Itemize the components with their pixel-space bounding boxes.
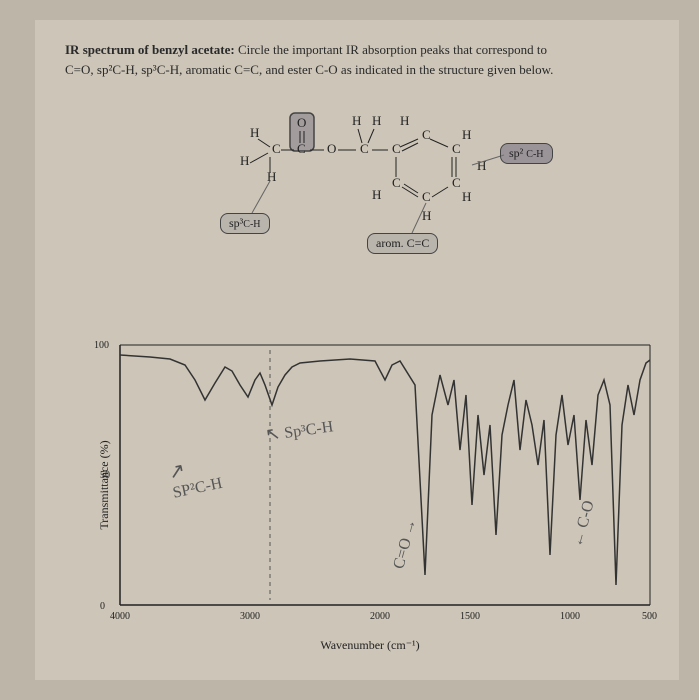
structure-svg: H H C H O C O H H C H C C — [142, 95, 572, 295]
ytick-0: 0 — [100, 601, 105, 612]
svg-text:H: H — [462, 127, 471, 142]
y-axis-label: Transmittance (%) — [97, 440, 112, 529]
sp2-ch-label: sp² C-H — [500, 143, 553, 164]
heading: IR spectrum of benzyl acetate: Circle th… — [65, 40, 649, 79]
svg-text:C: C — [422, 127, 431, 142]
xtick-4000: 4000 — [110, 611, 130, 622]
svg-text:O: O — [327, 141, 336, 156]
ytick-100: 100 — [94, 340, 109, 351]
svg-text:H: H — [400, 113, 409, 128]
svg-text:H: H — [422, 208, 431, 223]
svg-text:C: C — [297, 141, 306, 156]
svg-text:H: H — [462, 189, 471, 204]
ytick-50: 50 — [100, 470, 110, 481]
svg-text:H: H — [250, 125, 259, 140]
svg-text:C: C — [452, 141, 461, 156]
svg-text:H: H — [352, 113, 361, 128]
svg-text:H: H — [267, 169, 276, 184]
heading-bold: IR spectrum of benzyl acetate: — [65, 42, 235, 57]
svg-text:C: C — [360, 141, 369, 156]
arom-cc-label: arom. C=C — [367, 233, 438, 254]
svg-text:C: C — [422, 189, 431, 204]
xtick-3000: 3000 — [240, 611, 260, 622]
xtick-1500: 1500 — [460, 611, 480, 622]
svg-text:O: O — [297, 115, 306, 130]
svg-text:H: H — [240, 153, 249, 168]
heading-text2: C=O, sp²C-H, sp³C-H, aromatic C=C, and e… — [65, 62, 553, 77]
xtick-1000: 1000 — [560, 611, 580, 622]
svg-text:H: H — [477, 158, 486, 173]
x-axis-label: Wavenumber (cm⁻¹) — [320, 638, 419, 653]
sp3-ch-label: sp³C-H — [220, 213, 270, 234]
heading-text1: Circle the important IR absorption peaks… — [235, 42, 547, 57]
xtick-500: 500 — [642, 611, 657, 622]
ir-spectrum-chart: Transmittance (%) 0 50 100 4000 3000 200… — [70, 325, 670, 645]
svg-text:H: H — [372, 187, 381, 202]
svg-text:C: C — [392, 175, 401, 190]
molecular-structure: H H C H O C O H H C H C C — [142, 95, 572, 295]
svg-text:C: C — [452, 175, 461, 190]
svg-text:C: C — [272, 141, 281, 156]
svg-text:C: C — [392, 141, 401, 156]
xtick-2000: 2000 — [370, 611, 390, 622]
svg-text:H: H — [372, 113, 381, 128]
spectrum-svg — [70, 325, 670, 625]
